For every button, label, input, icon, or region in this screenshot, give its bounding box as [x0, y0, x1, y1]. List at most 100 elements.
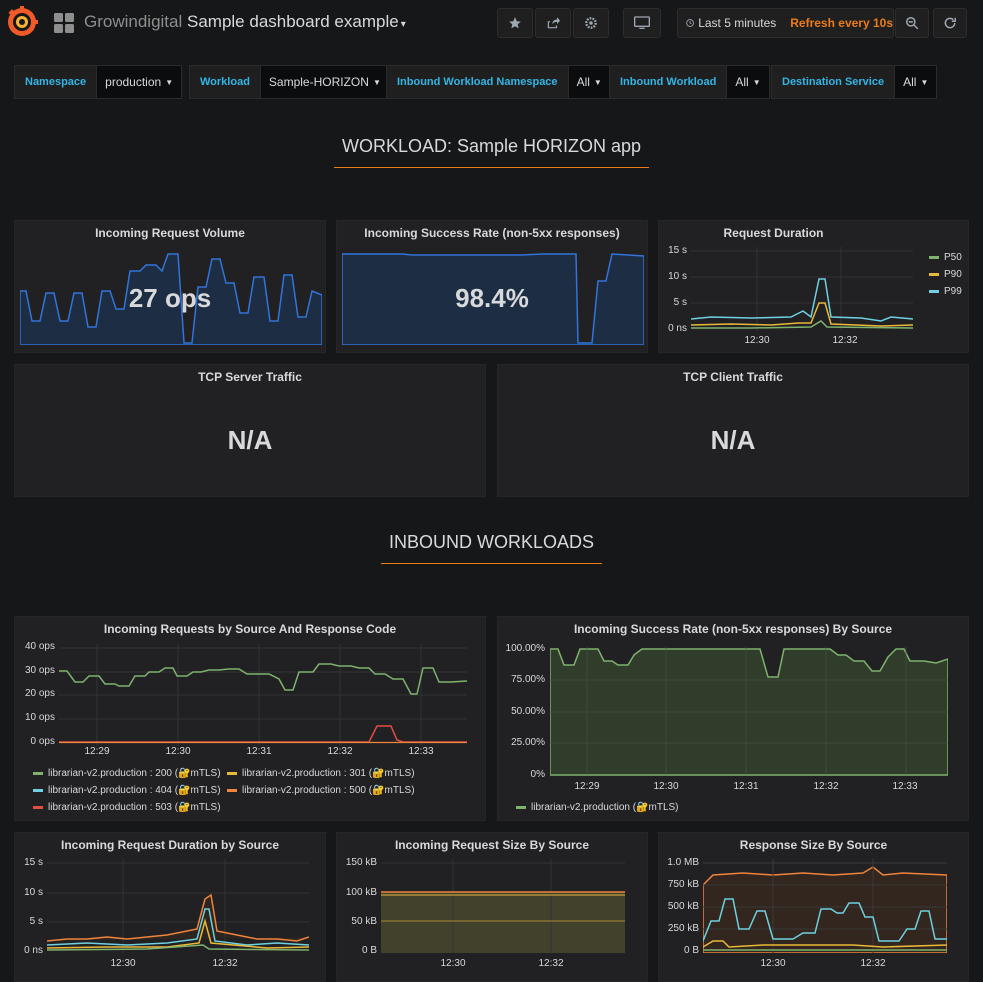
x-tick: 12:32	[813, 781, 839, 792]
y-tick: 250 kB	[667, 923, 699, 934]
legend-item[interactable]: librarian-v2.production : 500 (🔐mTLS)	[227, 785, 415, 796]
variable-value: All	[576, 75, 590, 89]
y-tick: 10 ops	[24, 712, 55, 723]
legend-item[interactable]: librarian-v2.production : 200 (🔐mTLS)	[33, 768, 221, 779]
x-tick: 12:32	[538, 958, 564, 969]
x-tick: 12:33	[408, 746, 434, 757]
variable-value: Sample-HORIZON	[268, 75, 369, 89]
legend-label: librarian-v2.production : 301 (🔐mTLS)	[242, 768, 415, 779]
y-tick: 100.00%	[505, 643, 545, 654]
stat-value: 98.4%	[455, 283, 529, 313]
variable-destination-service: Destination Service All ▼	[771, 65, 938, 99]
y-tick: 750 kB	[667, 879, 699, 890]
dashboard-grid-icon[interactable]	[54, 13, 74, 33]
legend-item-p99[interactable]: P99	[929, 286, 962, 297]
share-icon	[547, 17, 560, 29]
y-tick: 0 B	[683, 945, 699, 956]
legend-item-p90[interactable]: P90	[929, 269, 962, 280]
variable-workload: Workload Sample-HORIZON ▼	[189, 65, 390, 99]
share-button[interactable]	[535, 8, 571, 38]
y-tick: 20 ops	[24, 688, 55, 699]
legend-item[interactable]: librarian-v2.production (🔐mTLS)	[516, 802, 679, 813]
y-tick: 25.00%	[511, 737, 545, 748]
legend-item[interactable]: librarian-v2.production : 503 (🔐mTLS)	[33, 802, 221, 813]
stat-value: 27 ops	[128, 283, 212, 313]
workload-select[interactable]: Sample-HORIZON ▼	[259, 65, 390, 99]
legend-swatch	[227, 789, 237, 792]
settings-button[interactable]	[573, 8, 609, 38]
panel-tcp-server-traffic[interactable]: TCP Server Traffic N/A	[14, 364, 486, 497]
clock-icon	[686, 19, 694, 27]
chevron-down-icon: ▾	[400, 19, 406, 30]
destination-service-select[interactable]: All ▼	[894, 65, 938, 99]
y-tick: 1.0 MB	[667, 857, 699, 868]
graph-request-duration	[691, 247, 913, 331]
inbound-namespace-select[interactable]: All ▼	[567, 65, 611, 99]
legend-label: P50	[944, 252, 962, 263]
y-tick: 0 B	[361, 945, 377, 956]
variable-label: Destination Service	[771, 65, 895, 99]
panel-request-duration[interactable]: Request Duration 15 s 10 s 5 s 0 ns 12:3…	[658, 220, 969, 353]
dashboard-title[interactable]: Growindigital Sample dashboard example ▾	[84, 12, 406, 32]
star-icon	[509, 17, 521, 29]
y-tick: 10 s	[24, 887, 43, 898]
legend-swatch	[33, 772, 43, 775]
y-tick: 5 s	[673, 297, 687, 308]
caret-down-icon: ▼	[165, 77, 174, 87]
namespace-select[interactable]: production ▼	[96, 65, 183, 99]
panel-incoming-success-rate[interactable]: Incoming Success Rate (non-5xx responses…	[336, 220, 648, 353]
legend-swatch	[929, 290, 939, 293]
x-tick: 12:29	[574, 781, 600, 792]
y-tick: 150 kB	[345, 857, 377, 868]
sparkline-success	[342, 253, 644, 345]
legend-item[interactable]: librarian-v2.production : 404 (🔐mTLS)	[33, 785, 221, 796]
x-tick: 12:30	[760, 958, 786, 969]
legend-label: librarian-v2.production : 503 (🔐mTLS)	[48, 802, 221, 813]
tv-mode-button[interactable]	[623, 8, 661, 38]
x-tick: 12:30	[653, 781, 679, 792]
y-tick: 40 ops	[24, 641, 55, 652]
variable-inbound-namespace: Inbound Workload Namespace All ▼	[386, 65, 611, 99]
legend-label: librarian-v2.production : 500 (🔐mTLS)	[242, 785, 415, 796]
gear-icon	[585, 17, 597, 29]
x-tick: 12:32	[832, 335, 858, 346]
panel-request-duration-by-source[interactable]: Incoming Request Duration by Source 15 s…	[14, 832, 326, 982]
panel-title: TCP Server Traffic	[198, 370, 302, 384]
panel-title: Incoming Success Rate (non-5xx responses…	[573, 622, 893, 636]
sparkline-volume	[20, 253, 322, 345]
folder-name: Growindigital	[84, 12, 183, 31]
y-tick: 75.00%	[511, 674, 545, 685]
legend-swatch	[516, 806, 526, 809]
caret-down-icon: ▼	[920, 77, 929, 87]
caret-down-icon: ▼	[752, 77, 761, 87]
star-button[interactable]	[497, 8, 533, 38]
x-tick: 12:30	[440, 958, 466, 969]
time-range-label: Last 5 minutes	[698, 16, 777, 30]
panel-success-rate-by-source[interactable]: Incoming Success Rate (non-5xx responses…	[497, 616, 969, 821]
legend-item[interactable]: librarian-v2.production : 301 (🔐mTLS)	[227, 768, 415, 779]
variable-value: All	[735, 75, 749, 89]
panel-tcp-client-traffic[interactable]: TCP Client Traffic N/A	[497, 364, 969, 497]
panel-response-size-by-source[interactable]: Response Size By Source 1.0 MB 750 kB 50…	[658, 832, 969, 982]
y-tick: 15 s	[24, 857, 43, 868]
x-tick: 12:29	[84, 746, 110, 757]
panel-request-size-by-source[interactable]: Incoming Request Size By Source 150 kB 1…	[336, 832, 648, 982]
inbound-workload-select[interactable]: All ▼	[726, 65, 770, 99]
y-tick: 0 ns	[24, 945, 43, 956]
panel-incoming-requests-by-source[interactable]: Incoming Requests by Source And Response…	[14, 616, 486, 821]
legend-swatch	[929, 256, 939, 259]
refresh-button[interactable]	[933, 8, 967, 38]
zoom-out-button[interactable]	[895, 8, 929, 38]
legend-label: P90	[944, 269, 962, 280]
y-tick: 0%	[530, 769, 545, 780]
panel-incoming-request-volume[interactable]: Incoming Request Volume 27 ops	[14, 220, 326, 353]
grafana-logo-icon[interactable]	[5, 5, 39, 39]
panel-title: Incoming Request Size By Source	[394, 838, 590, 852]
y-tick: 0 ns	[668, 323, 687, 334]
legend-label: P99	[944, 286, 962, 297]
graph-size-by-source	[381, 859, 625, 953]
zoom-out-icon	[906, 17, 919, 30]
legend-item-p50[interactable]: P50	[929, 252, 962, 263]
time-picker-button[interactable]: Last 5 minutes Refresh every 10s	[677, 8, 894, 38]
x-tick: 12:32	[212, 958, 238, 969]
